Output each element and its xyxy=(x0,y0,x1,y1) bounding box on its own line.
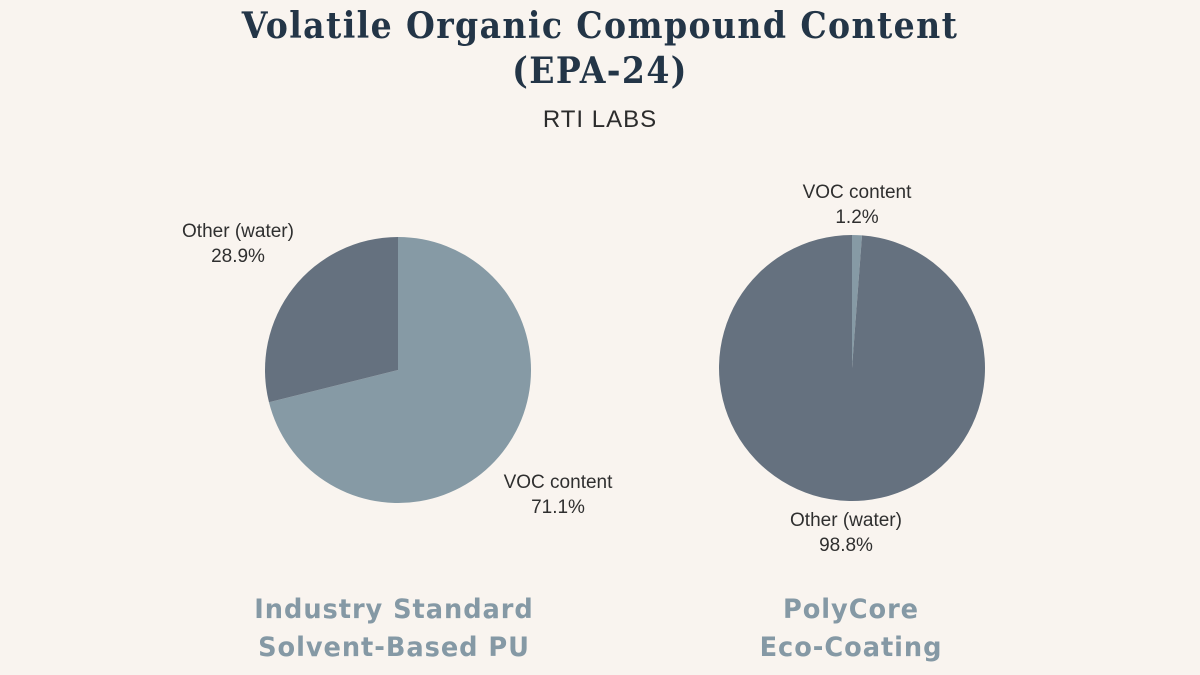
pie1-label-voc: VOC content 71.1% xyxy=(468,470,648,520)
slice-label: Other (water) xyxy=(790,510,902,531)
pie-slice-other-water xyxy=(265,237,398,403)
slice-percent: 98.8% xyxy=(819,535,873,556)
pie1-label-other: Other (water) 28.9% xyxy=(148,219,328,269)
slice-percent: 71.1% xyxy=(531,497,585,518)
pie2-label-other: Other (water) 98.8% xyxy=(756,508,936,558)
chart-subtitle: RTI LABS xyxy=(542,106,658,133)
slice-percent: 28.9% xyxy=(211,246,265,267)
pie-slice-voc-content xyxy=(852,235,863,368)
product-name-industry-standard: Industry Standard Solvent-Based PU xyxy=(204,591,584,667)
chart-title-line2: (EPA-24) xyxy=(512,50,688,92)
pie-slice-other-water xyxy=(719,235,985,501)
product-name-line2: Solvent-Based PU xyxy=(258,632,530,663)
pie-slice-voc-content xyxy=(268,237,531,503)
pie2-label-voc: VOC content 1.2% xyxy=(767,180,947,230)
slice-label: Other (water) xyxy=(182,221,294,242)
pie-chart-polycore xyxy=(719,235,985,501)
product-name-line1: Industry Standard xyxy=(254,594,534,625)
slice-label: VOC content xyxy=(503,472,613,493)
product-name-line1: PolyCore xyxy=(782,594,920,625)
slice-label: VOC content xyxy=(802,182,912,203)
pie-chart-industry-standard xyxy=(265,237,531,503)
chart-title-line1: Volatile Organic Compound Content xyxy=(241,5,959,47)
product-name-line2: Eco-Coating xyxy=(759,632,943,663)
product-name-polycore: PolyCore Eco-Coating xyxy=(661,591,1041,667)
slice-percent: 1.2% xyxy=(835,207,879,228)
